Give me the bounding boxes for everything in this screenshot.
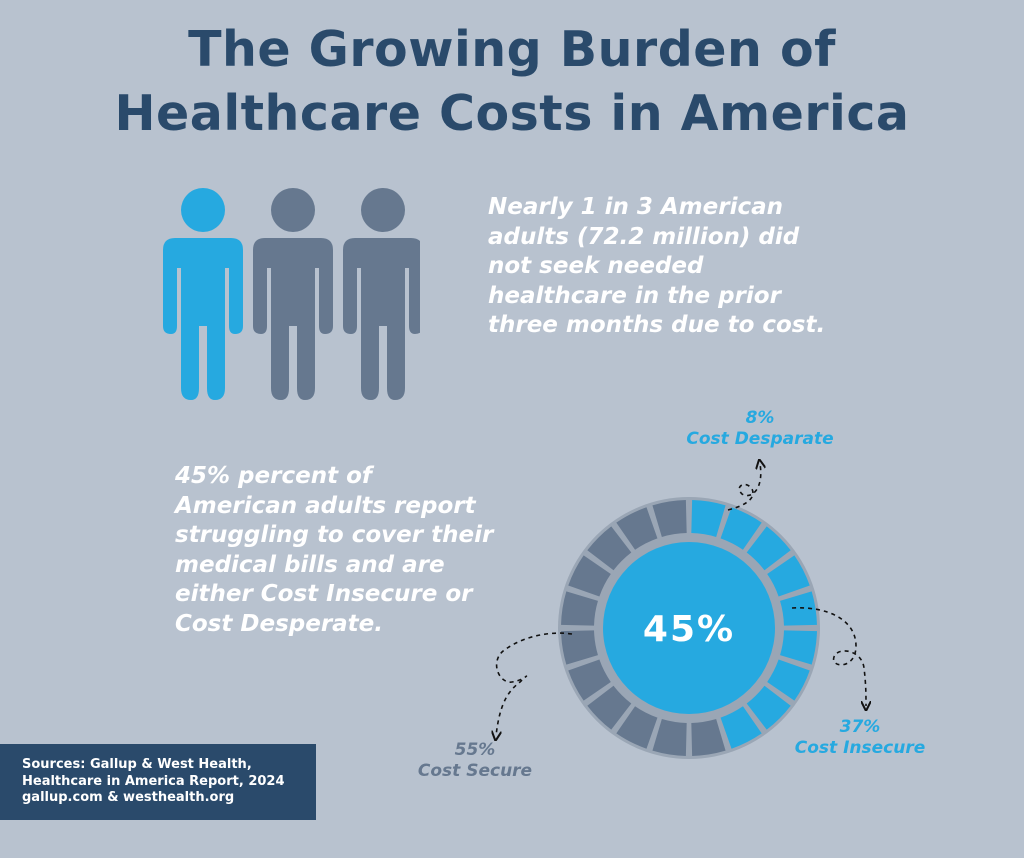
donut-segment-cost-secure: [691, 719, 726, 756]
donut-segment-cost-secure: [561, 591, 598, 626]
stat-people-line: not seek needed: [488, 253, 704, 279]
label-cost-insecure: 37% Cost Insecure: [760, 717, 960, 759]
donut-segment-cost-desparate: [746, 685, 791, 730]
stat-people-line: healthcare in the prior: [488, 282, 781, 309]
donut-center-label: 45%: [643, 609, 735, 650]
stat-bills-text: 45% percent of American adults report st…: [175, 462, 535, 639]
donut-segment-cost-secure: [616, 706, 658, 749]
donut-segment-cost-secure: [652, 500, 687, 537]
label-cost-secure-name: Cost Secure: [417, 761, 533, 781]
donut-segment-cost-secure: [568, 555, 611, 597]
label-cost-insecure-percent: 37%: [839, 717, 881, 737]
donut-segment-cost-insecure: [691, 500, 726, 537]
label-cost-desparate-name: Cost Desparate: [686, 429, 834, 449]
label-cost-secure: 55% Cost Secure: [380, 740, 570, 782]
donut-segment-cost-secure: [587, 685, 632, 730]
stat-bills-line: medical bills and are: [175, 551, 445, 578]
source-line: Sources: Gallup & West Health,: [22, 757, 252, 772]
source-line: gallup.com & westhealth.org: [22, 790, 235, 805]
label-cost-insecure-name: Cost Insecure: [794, 738, 926, 758]
arrow-to-cost-desparate: [727, 464, 761, 511]
title-line-1: The Growing Burden of: [188, 21, 836, 78]
donut-segment-cost-insecure: [746, 526, 791, 571]
donut-segment-cost-insecure: [780, 591, 817, 626]
donut-segment-cost-desparate: [720, 706, 762, 749]
stat-bills-line: either Cost Insecure or: [175, 581, 473, 607]
donut-segment-cost-secure: [652, 719, 687, 756]
label-cost-desparate: 8% Cost Desparate: [660, 408, 860, 450]
stat-people-line: Nearly 1 in 3 American: [488, 194, 784, 220]
donut-segment-cost-insecure: [720, 507, 762, 550]
arrow-to-cost-secure: [496, 632, 573, 736]
donut-segment-cost-insecure: [767, 659, 810, 701]
stat-bills-line: 45% percent of: [175, 463, 372, 489]
donut-segment-cost-secure: [587, 526, 632, 571]
source-line: Healthcare in America Report, 2024: [22, 773, 285, 789]
donut-segment-cost-secure: [561, 630, 598, 665]
donut-segment-cost-secure: [616, 507, 658, 550]
stat-people-text: Nearly 1 in 3 American adults (72.2 mill…: [488, 193, 888, 341]
page-title: The Growing Burden of Healthcare Costs i…: [0, 18, 1024, 146]
stat-bills-line: Cost Desperate.: [175, 610, 384, 637]
arrow-to-cost-insecure: [791, 607, 866, 706]
title-line-2: Healthcare Costs in America: [114, 85, 910, 142]
donut-segment-cost-secure: [568, 659, 611, 701]
donut-segment-cost-insecure: [767, 555, 810, 597]
donut-center-disc: [603, 542, 775, 714]
stat-bills-line: struggling to cover their: [175, 522, 494, 548]
donut-segment-cost-insecure: [780, 630, 817, 665]
label-cost-secure-percent: 55%: [454, 740, 496, 760]
sources-box: Sources: Gallup & West Health, Healthcar…: [0, 744, 316, 820]
stat-bills-line: American adults report: [175, 492, 476, 519]
stat-people-line: adults (72.2 million) did: [488, 223, 800, 250]
stat-people-line: three months due to cost.: [488, 312, 826, 338]
label-cost-desparate-percent: 8%: [745, 408, 775, 428]
